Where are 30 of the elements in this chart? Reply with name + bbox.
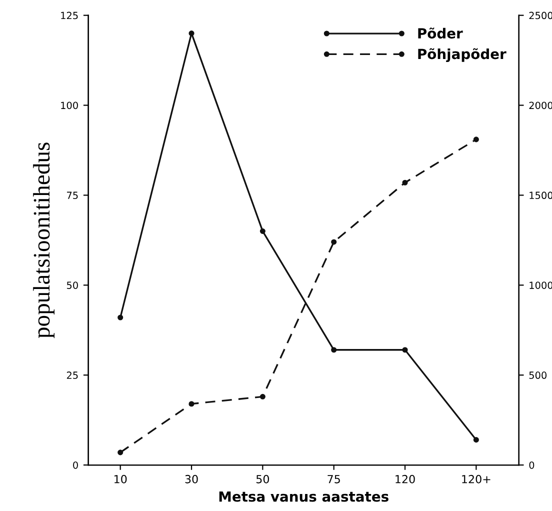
x-tick-label: 10 [114,474,127,484]
y-tick-label: 25 [66,372,78,379]
point [402,347,408,353]
y-tick-label: 75 [67,192,78,200]
point [473,437,479,443]
y-tick-label: 125 [61,12,78,20]
point [473,136,479,142]
y2-tick-label: 500 [529,372,547,379]
legend-label: Põhjapõder [418,48,506,62]
point [118,314,124,320]
y2-tick-label: 0 [529,461,534,469]
point [331,347,337,353]
x-axis-title: Metsa vanus aastates [219,491,388,502]
y-axis-title: populatsioonitihedus [33,142,54,338]
y-tick-label: 100 [61,102,78,110]
point [260,228,266,234]
legend-label: Põder [418,28,463,39]
point [188,401,194,407]
point [402,180,408,186]
x-tick-label: 120 [396,474,415,484]
point [260,394,266,400]
x-tick-label: 75 [328,475,340,484]
x-tick-label: 30 [185,474,198,484]
point [118,450,124,456]
point [188,30,194,36]
x-tick-label: 50 [256,474,270,484]
point [331,239,337,245]
x-tick-label: 120+ [462,474,490,484]
y-tick-label: 50 [66,282,78,289]
y-tick-label: 0 [73,461,78,469]
